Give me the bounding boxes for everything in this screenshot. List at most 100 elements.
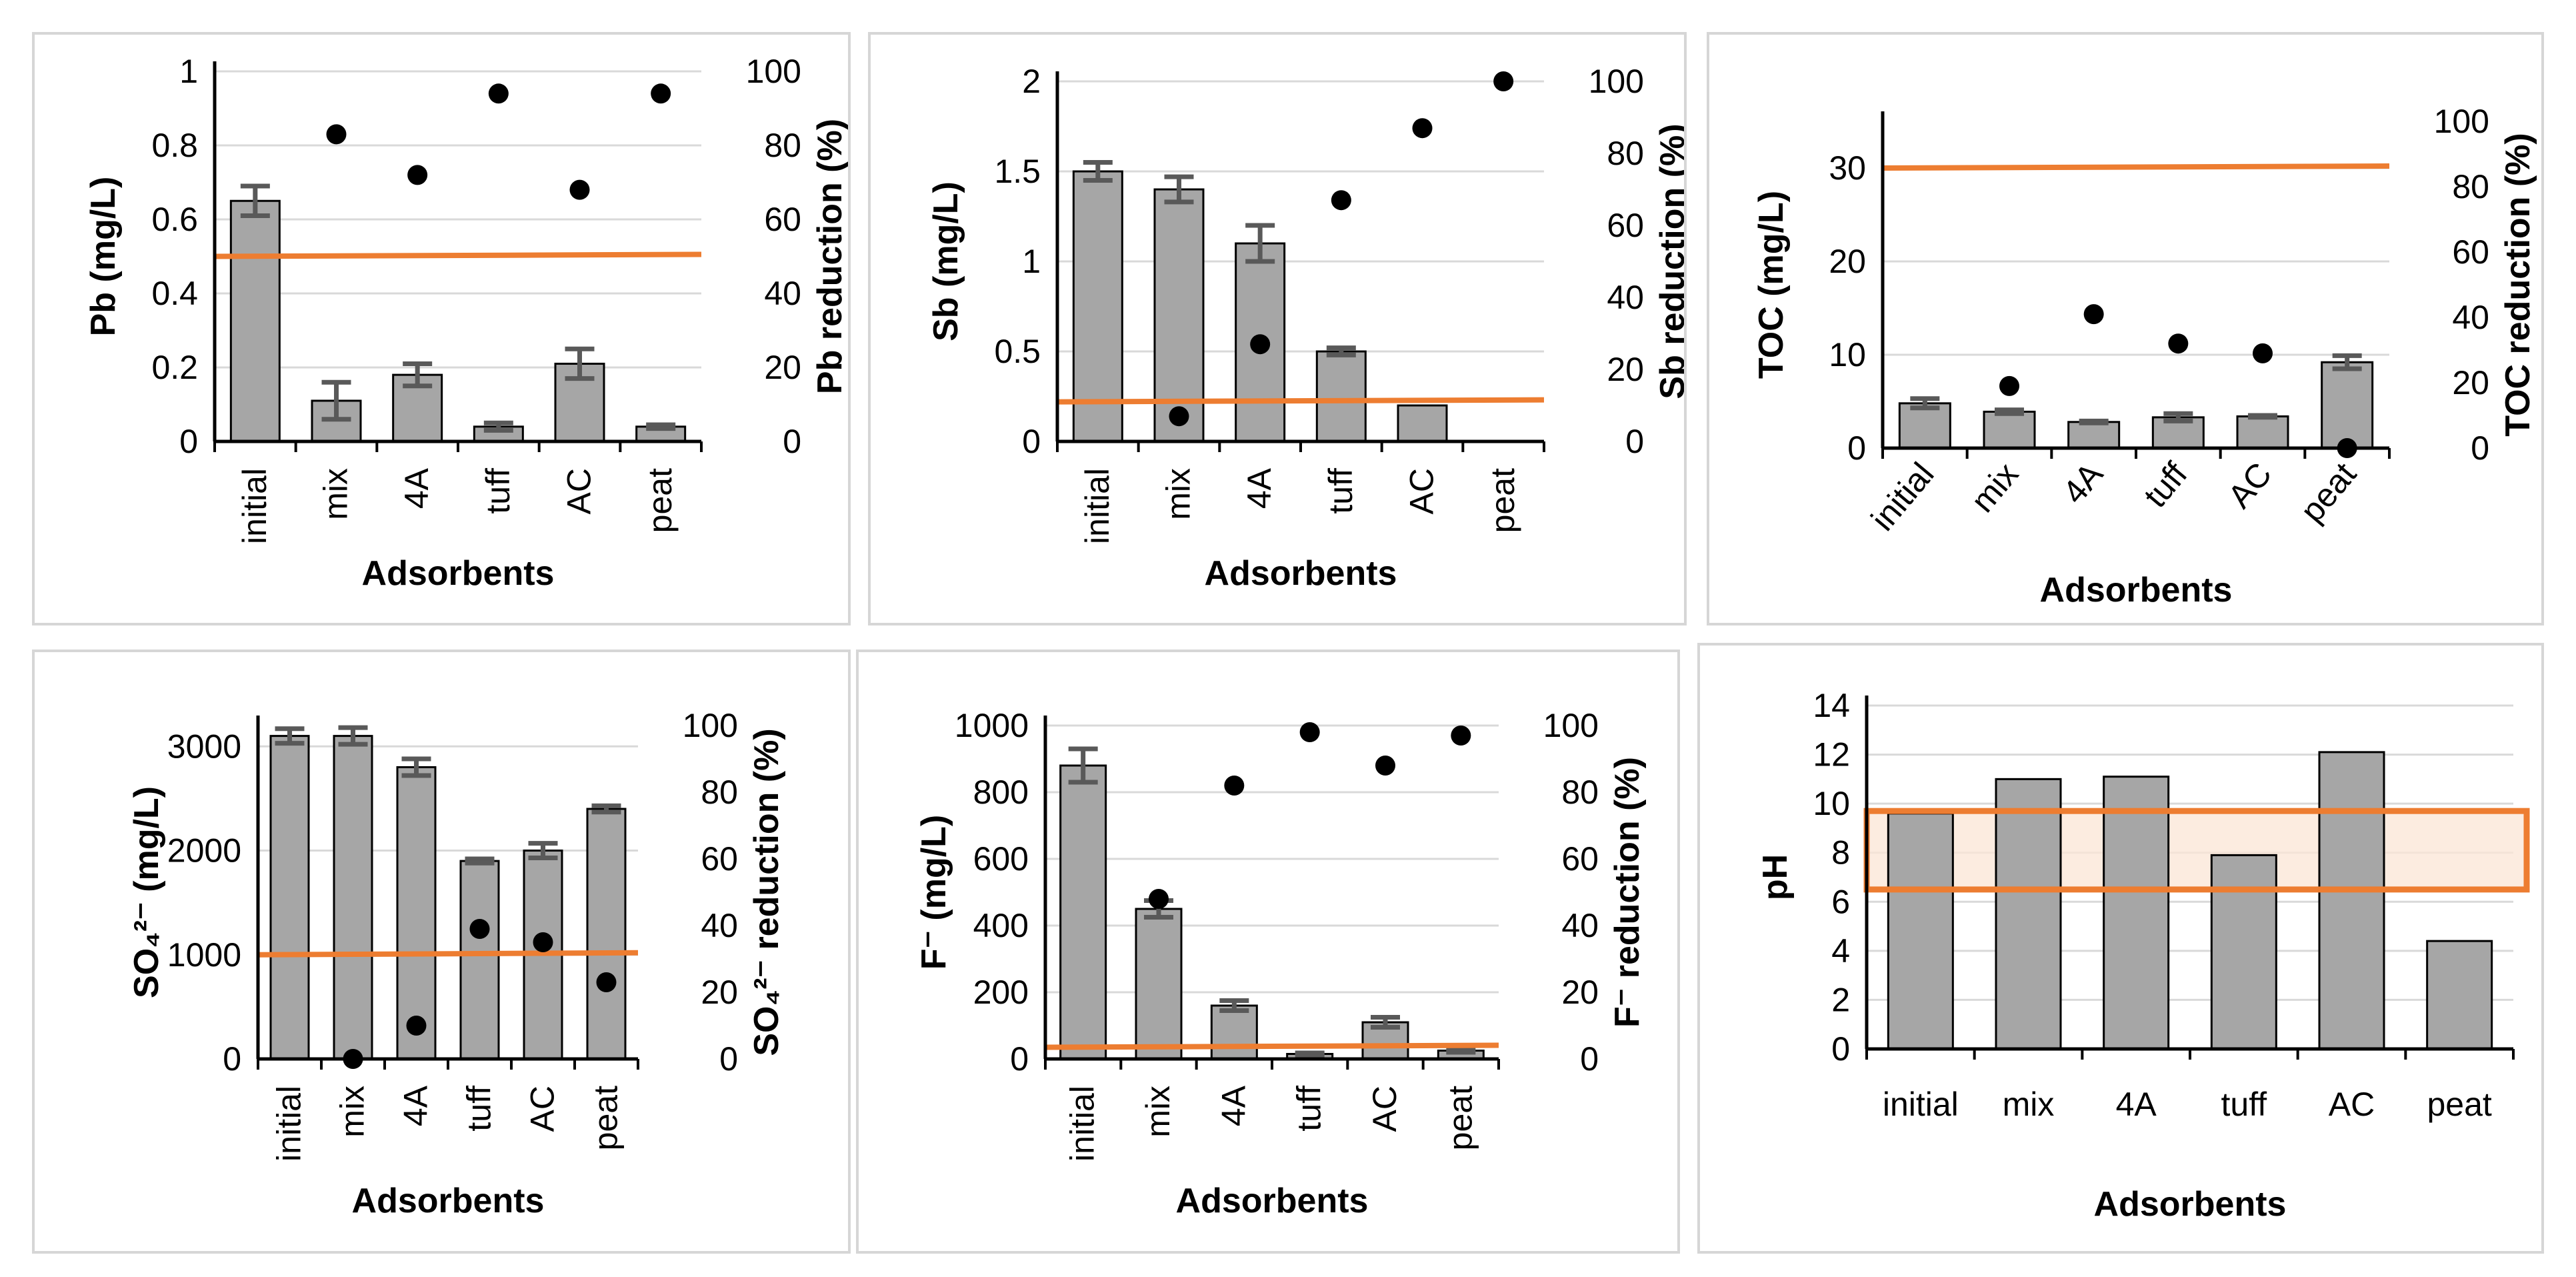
error-bar-peat bbox=[2332, 353, 2362, 371]
error-bar-tuff bbox=[465, 856, 495, 866]
x-tick-label: tuff bbox=[479, 468, 517, 514]
limit-line bbox=[1045, 1042, 1499, 1050]
bar-4A bbox=[2067, 421, 2121, 449]
error-bar-mix bbox=[1995, 407, 2024, 416]
error-bar-AC bbox=[1371, 1015, 1400, 1030]
reduction-point-tuff bbox=[1299, 722, 1320, 742]
x-tick-label: peat bbox=[641, 468, 679, 533]
error-bar-mix bbox=[321, 379, 351, 422]
y-tick-label: 0.4 bbox=[151, 275, 198, 312]
bar-initial bbox=[1072, 170, 1123, 443]
error-bar-initial bbox=[1068, 746, 1098, 785]
limit-line bbox=[1057, 397, 1545, 405]
error-bar-initial bbox=[240, 183, 270, 218]
error-bar-mix bbox=[1164, 174, 1194, 205]
limit-line bbox=[257, 950, 639, 958]
error-bar-tuff bbox=[483, 420, 513, 433]
y2-tick-label: 0 bbox=[1580, 1040, 1599, 1078]
y2-tick-label: 80 bbox=[764, 127, 801, 164]
x-tick-label: AC bbox=[561, 468, 598, 514]
y2-tick-label: 60 bbox=[2452, 233, 2489, 271]
y-tick-label: 8 bbox=[1831, 834, 1850, 872]
reduction-point-4A bbox=[1250, 334, 1271, 355]
y-tick-label: 3000 bbox=[167, 728, 241, 765]
bar-mix bbox=[1983, 410, 2036, 449]
error-bar-tuff bbox=[2163, 411, 2193, 423]
y2-tick-label: 60 bbox=[701, 840, 738, 878]
bar-mix bbox=[1135, 908, 1183, 1060]
bar-initial bbox=[269, 735, 310, 1060]
chart-ph: 0 2 4 6 8 10 12 14 initial mix 4A tuff AC peat Adsorbe… bbox=[1756, 687, 2530, 1224]
y-tick-label: 0.6 bbox=[151, 201, 198, 238]
chart-panel-pb: 0 0.2 0.4 0.6 0.8 1 0 20 40 60 80 100 initial mix 4A tu… bbox=[32, 32, 851, 625]
x-tick-label: mix bbox=[1160, 468, 1197, 520]
x-tick-label: tuff bbox=[2137, 455, 2195, 515]
reduction-point-AC bbox=[1412, 118, 1433, 139]
y2-tick-label: 40 bbox=[764, 275, 801, 312]
chart-panel-sb: 0 0.5 1 1.5 2 0 20 40 60 80 100 initial mix 4A tuff AC p… bbox=[868, 32, 1687, 625]
y-tick-label: 14 bbox=[1813, 687, 1850, 724]
y2-axis-title: Sb reduction (%) bbox=[1653, 123, 1687, 399]
y2-tick-label: 40 bbox=[701, 907, 738, 944]
reduction-point-peat bbox=[1493, 71, 1514, 91]
error-bar-peat bbox=[646, 422, 676, 431]
x-tick-label: 4A bbox=[1241, 467, 1278, 509]
chart-panel-fluoride: 0 200 400 600 800 1000 0 20 40 60 80 100 initial mix 4… bbox=[856, 650, 1680, 1254]
bar-AC bbox=[2318, 751, 2385, 1050]
x-axis-title: Adsorbents bbox=[352, 1182, 545, 1220]
x-tick-label: AC bbox=[2221, 455, 2279, 515]
reduction-point-mix bbox=[326, 124, 347, 145]
reduction-point-mix bbox=[1999, 375, 2019, 396]
y-tick-label: 1 bbox=[179, 53, 198, 90]
bar-4A bbox=[1210, 1004, 1258, 1060]
y-tick-label: 10 bbox=[1813, 785, 1850, 822]
y-tick-label: 0 bbox=[1831, 1030, 1850, 1068]
bar-initial bbox=[1887, 812, 1954, 1050]
x-tick-label: mix bbox=[1964, 455, 2026, 519]
y2-axis-title: TOC reduction (%) bbox=[2499, 133, 2537, 436]
error-bar-4A bbox=[401, 756, 431, 778]
reduction-point-AC bbox=[569, 179, 590, 200]
x-tick-label: peat bbox=[2427, 1086, 2492, 1123]
bar-AC bbox=[2236, 415, 2289, 449]
error-bar-AC bbox=[2248, 413, 2277, 420]
y-tick-label: 1.5 bbox=[994, 153, 1041, 190]
reduction-point-AC bbox=[2253, 343, 2273, 363]
x-tick-label: peat bbox=[2293, 455, 2364, 529]
y2-axis-title: Pb reduction (%) bbox=[811, 119, 849, 394]
x-tick-label: AC bbox=[1403, 468, 1441, 514]
y-tick-label: 10 bbox=[1829, 336, 1866, 373]
x-tick-label: tuff bbox=[1291, 1086, 1328, 1132]
x-tick-label: initial bbox=[1864, 455, 1941, 537]
chart-panel-toc: 0 10 20 30 0 20 40 60 80 100 initial mix 4A tuff AC pea… bbox=[1707, 32, 2544, 625]
y2-tick-label: 100 bbox=[1543, 707, 1599, 744]
y-tick-label: 30 bbox=[1829, 149, 1866, 187]
error-bar-4A bbox=[2079, 418, 2109, 425]
target-range-band bbox=[1867, 811, 2527, 890]
error-bar-AC bbox=[528, 841, 558, 860]
y2-tick-label: 20 bbox=[1607, 351, 1644, 388]
x-tick-label: peat bbox=[1441, 1086, 1479, 1150]
reduction-point-tuff bbox=[1331, 190, 1351, 211]
x-tick-label: tuff bbox=[2221, 1086, 2267, 1123]
y-axis-title: TOC (mg/L) bbox=[1752, 191, 1791, 379]
reduction-point-AC bbox=[533, 932, 553, 952]
y-tick-label: 2 bbox=[1022, 63, 1041, 100]
reduction-point-mix bbox=[1149, 889, 1169, 909]
y2-tick-label: 20 bbox=[1561, 974, 1599, 1011]
reduction-point-peat bbox=[596, 972, 617, 992]
y2-axis-title: SO₄²⁻ reduction (%) bbox=[747, 728, 786, 1056]
x-tick-label: peat bbox=[587, 1086, 625, 1150]
y2-axis-title: F⁻ reduction (%) bbox=[1608, 757, 1647, 1028]
limit-line bbox=[214, 251, 702, 259]
x-tick-label: mix bbox=[317, 468, 355, 520]
y2-tick-label: 80 bbox=[2452, 168, 2489, 205]
y-tick-label: 0.2 bbox=[151, 349, 198, 386]
error-bar-initial bbox=[275, 726, 305, 746]
reduction-point-peat bbox=[651, 83, 671, 104]
error-bar-mix bbox=[338, 725, 368, 747]
x-tick-label: initial bbox=[1079, 468, 1116, 544]
y-axis-title: F⁻ (mg/L) bbox=[915, 815, 953, 970]
y-tick-label: 2000 bbox=[167, 832, 241, 870]
